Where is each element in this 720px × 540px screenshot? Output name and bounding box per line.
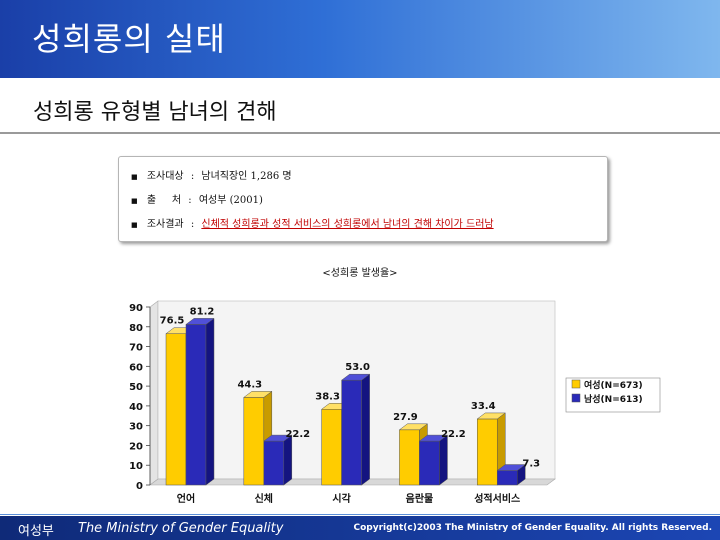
- bar-male: [341, 379, 362, 486]
- y-tick-label: 80: [129, 323, 143, 334]
- y-tick-label: 20: [129, 441, 143, 452]
- data-label: 53.0: [345, 362, 370, 373]
- bar-female: [399, 429, 420, 486]
- bar-top: [340, 373, 371, 381]
- y-tick-label: 70: [129, 343, 143, 354]
- footer-bar: 여성부 The Ministry of Gender Equality Copy…: [0, 516, 720, 540]
- footer-divider: [0, 514, 720, 515]
- divider: [0, 132, 720, 134]
- legend-label: 남성(N=613): [584, 393, 643, 405]
- legend-swatch: [571, 379, 581, 389]
- category-label: 신체: [255, 492, 273, 505]
- bar-side: [439, 434, 448, 486]
- bar-male: [419, 440, 440, 486]
- footer-copyright: Copyright(c)2003 The Ministry of Gender …: [353, 523, 712, 533]
- data-label: 38.3: [315, 391, 340, 402]
- bar-top: [185, 318, 215, 325]
- info-label: 조사결과: [146, 219, 184, 230]
- data-label: 81.2: [190, 306, 215, 317]
- footer-english-name: The Ministry of Gender Equality: [78, 521, 284, 536]
- page-title: 성희롱의 실태: [32, 20, 226, 58]
- bar-side: [205, 317, 215, 486]
- bar-top: [418, 434, 449, 442]
- bar-top: [398, 423, 429, 431]
- y-tick-label: 50: [129, 382, 143, 393]
- separator: :: [190, 171, 195, 182]
- info-row-result: ■ 조사결과 : 신체적 성희롱과 성적 서비스의 성희롱에서 남녀의 견해 차…: [131, 215, 494, 230]
- category-label: 언어: [177, 492, 195, 505]
- bar-female: [165, 333, 187, 486]
- info-value: 남녀직장인 1,286 명: [201, 171, 292, 182]
- category-label: 성적서비스: [474, 492, 520, 505]
- bar-top: [243, 391, 273, 398]
- legend-box: [565, 377, 661, 413]
- info-value: 여성부 (2001): [198, 195, 263, 206]
- y-tick-label: 10: [129, 461, 143, 472]
- bullet-icon: ■: [131, 221, 138, 229]
- chart-title: <성희롱 발생율>: [322, 268, 398, 279]
- bar-top: [476, 412, 506, 420]
- category-label: 시각: [332, 493, 351, 505]
- y-tick-label: 40: [129, 402, 143, 413]
- data-label: 22.2: [441, 429, 466, 440]
- data-label: 76.5: [160, 316, 185, 327]
- separator: :: [188, 195, 192, 206]
- bullet-icon: ■: [131, 173, 138, 181]
- bar-side: [361, 373, 370, 486]
- chart-side-wall: [149, 300, 159, 486]
- y-tick-label: 30: [129, 422, 143, 433]
- info-row-source: ■ 출 처 : 여성부 (2001): [131, 191, 263, 206]
- category-label: 음란물: [406, 493, 434, 505]
- title-banner: 성희롱의 실태: [0, 0, 720, 78]
- bar-female: [321, 409, 342, 486]
- bar-side: [283, 434, 293, 486]
- y-tick-label: 60: [129, 362, 143, 373]
- data-label: 33.4: [471, 401, 496, 412]
- data-label: 44.3: [237, 379, 262, 390]
- info-label: 출 처: [146, 195, 182, 206]
- bullet-icon: ■: [131, 197, 138, 205]
- bar-male: [496, 470, 518, 486]
- data-label: 7.3: [522, 459, 540, 470]
- bar-chart: 0 10 20 30 40 50 60 70 80 90 언어 신체 시각 음란물 성적서비스 76.5 81.…: [129, 300, 661, 505]
- legend-swatch: [571, 393, 581, 403]
- info-label: 조사대상: [146, 171, 184, 182]
- section-subtitle: 성희롱 유형별 남녀의 견해: [33, 100, 277, 125]
- bar-female: [243, 397, 265, 486]
- footer-org: 여성부: [18, 524, 54, 539]
- y-tick-label: 90: [129, 303, 143, 314]
- survey-info-box: ■ 조사대상 : 남녀직장인 1,286 명 ■ 출 처 : 여성부 (2001…: [118, 156, 608, 242]
- separator: :: [190, 219, 195, 230]
- y-tick-label: 0: [136, 481, 143, 492]
- bar-top: [263, 434, 293, 442]
- bar-top: [496, 464, 526, 471]
- bar-female: [476, 418, 498, 486]
- info-row-target: ■ 조사대상 : 남녀직장인 1,286 명: [131, 167, 292, 182]
- bar-male: [263, 440, 285, 486]
- legend-label: 여성(N=673): [584, 379, 643, 391]
- bar-male: [185, 324, 207, 486]
- data-label: 27.9: [393, 412, 418, 423]
- data-label: 22.2: [285, 429, 310, 440]
- info-value-highlight: 신체적 성희롱과 성적 서비스의 성희롱에서 남녀의 견해 차이가 드러남: [201, 219, 494, 230]
